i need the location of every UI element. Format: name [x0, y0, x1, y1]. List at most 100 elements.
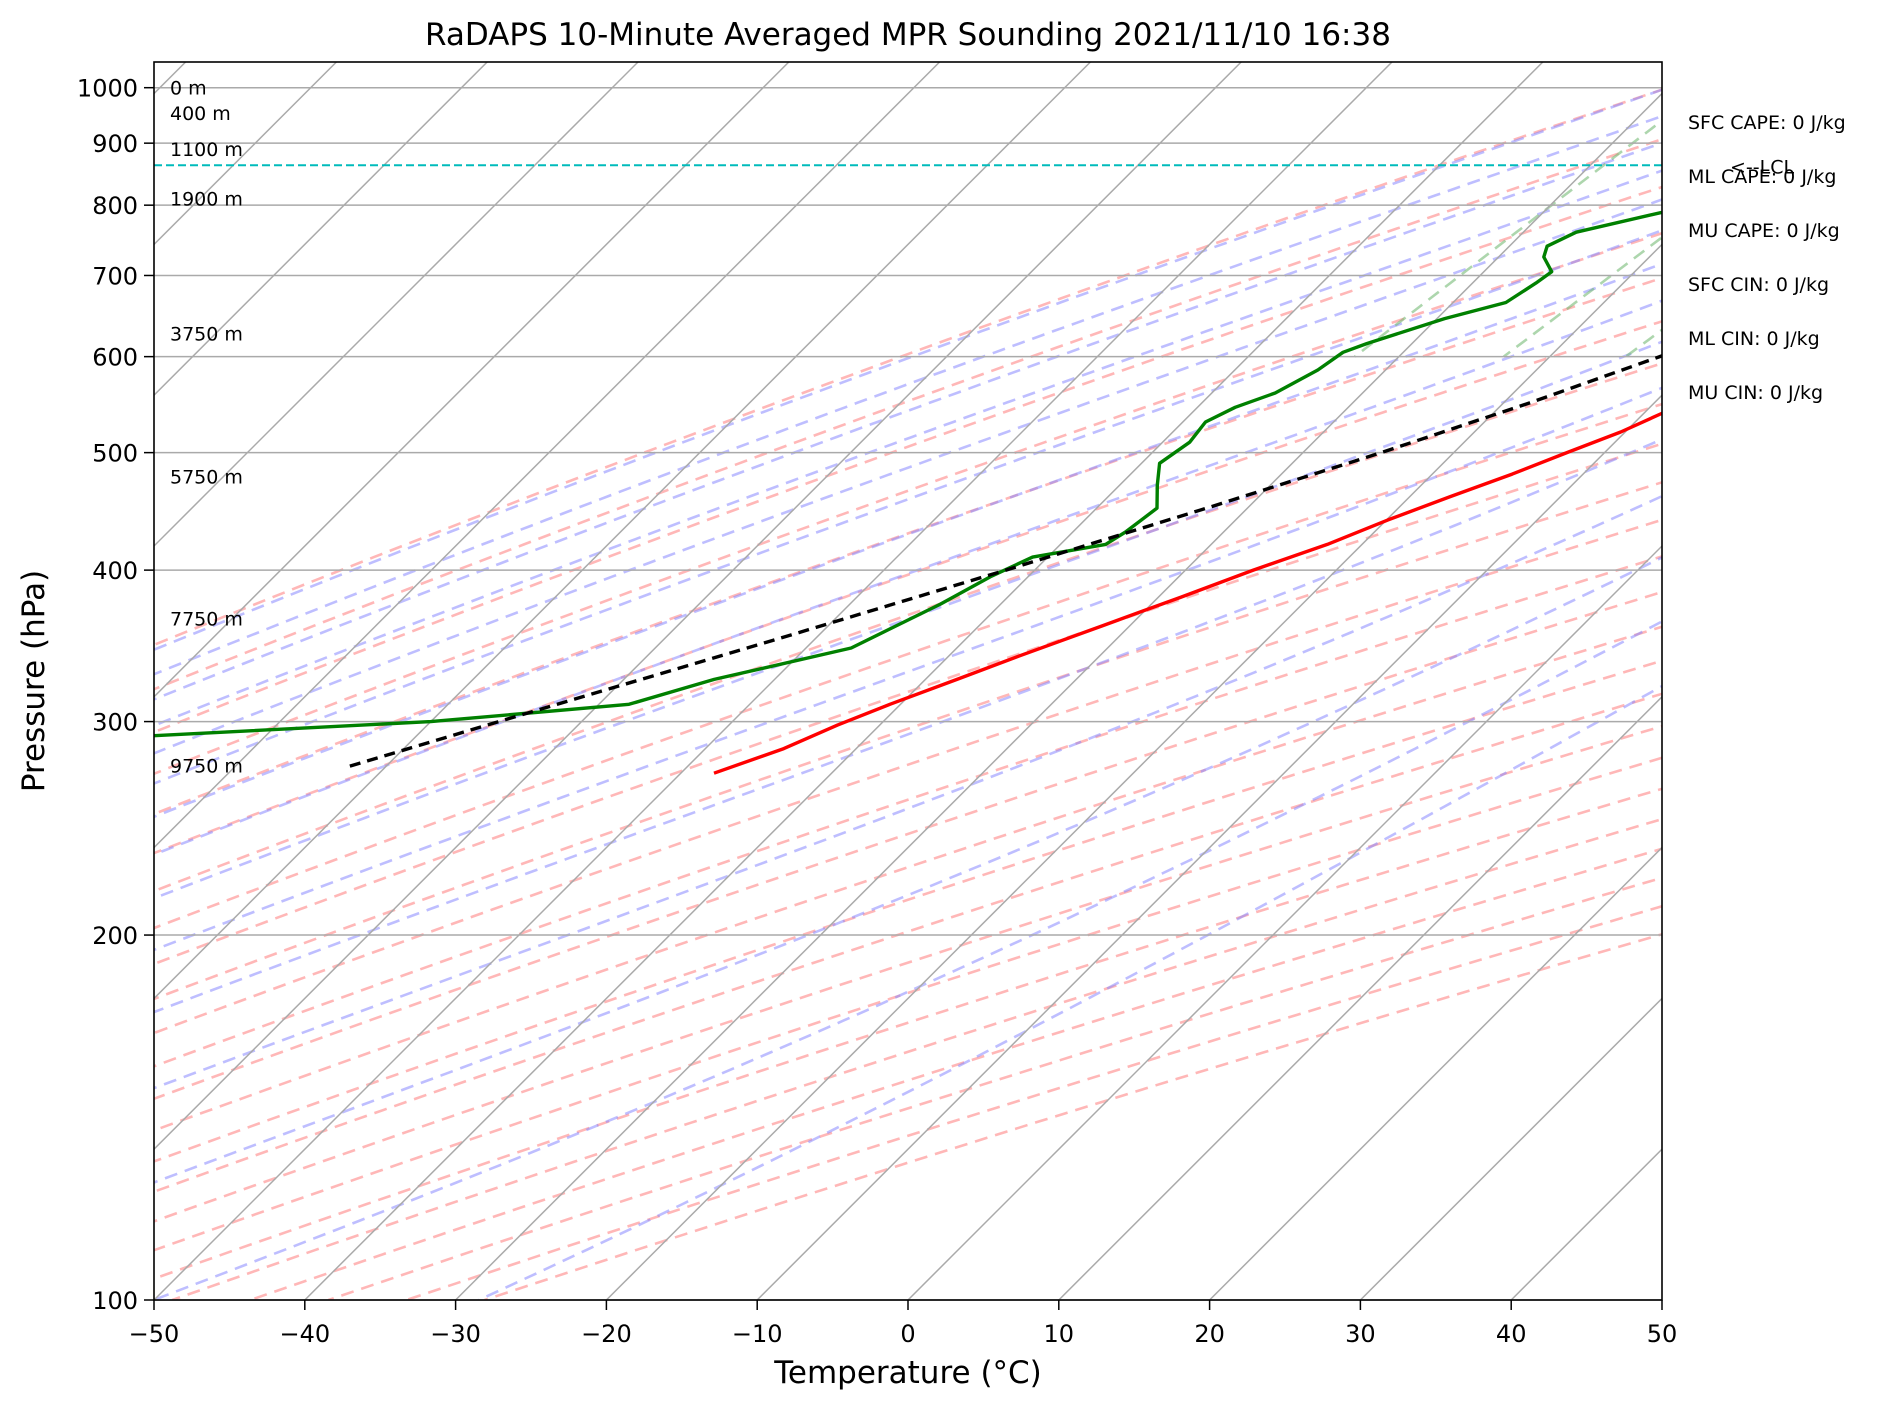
- chart-title: RaDAPS 10-Minute Averaged MPR Sounding 2…: [425, 17, 1391, 53]
- height-label: 3750 m: [170, 323, 243, 345]
- dry-adiabat: [154, 137, 1662, 691]
- isotherm: [154, 62, 941, 849]
- isotherm: [1510, 1148, 1662, 1300]
- stability-annotation: ML CIN: 0 J/kg: [1688, 328, 1820, 350]
- isotherm: [154, 62, 488, 397]
- isotherm: [605, 243, 1662, 1300]
- dewpoint-profile: [154, 210, 1662, 738]
- y-axis-label: Pressure (hPa): [16, 570, 52, 792]
- y-tick-label: 400: [92, 557, 138, 585]
- isotherm: [154, 62, 1242, 1151]
- x-axis-label: Temperature (°C): [773, 1355, 1042, 1391]
- stability-annotation: SFC CAPE: 0 J/kg: [1688, 112, 1846, 134]
- x-tick-label: 50: [1647, 1320, 1678, 1348]
- x-tick-label: 20: [1194, 1320, 1225, 1348]
- height-label: 9750 m: [170, 755, 243, 777]
- stability-annotation: MU CIN: 0 J/kg: [1688, 382, 1823, 404]
- moist-adiabat: [154, 556, 1662, 1184]
- moist-adiabat: [154, 141, 1662, 701]
- isotherm: [1058, 695, 1662, 1300]
- moist-adiabat: [154, 437, 1662, 1014]
- height-label: 400 m: [170, 103, 231, 125]
- height-label: 5750 m: [170, 466, 243, 488]
- temperature-profile: [713, 411, 1662, 775]
- moist-adiabat: [154, 299, 1662, 856]
- isotherm: [907, 544, 1662, 1300]
- stability-annotation: MU CAPE: 0 J/kg: [1688, 220, 1840, 242]
- profiles: [154, 164, 1662, 775]
- reference-lines: [154, 62, 1882, 1300]
- y-tick-label: 700: [92, 262, 138, 290]
- isotherm: [154, 62, 639, 548]
- y-tick-label: 800: [92, 192, 138, 220]
- height-label: 1100 m: [170, 139, 243, 161]
- dry-adiabat: [154, 276, 1662, 816]
- dry-adiabat: [154, 590, 1662, 1101]
- isotherm: [1661, 1298, 1662, 1300]
- isotherm: [1359, 997, 1662, 1300]
- isotherm: [455, 92, 1662, 1300]
- stability-annotations: SFC CAPE: 0 J/kg ML CAPE: 0 J/kg MU CAPE: …: [1688, 112, 1846, 404]
- mixing-ratio-line: [1354, 119, 1662, 358]
- mixing-ratio-line: [1502, 235, 1662, 358]
- dry-adiabat: [154, 480, 1662, 1001]
- isotherm: [154, 62, 1091, 1000]
- height-label: 1900 m: [170, 189, 243, 211]
- y-tick-label: 500: [92, 440, 138, 468]
- x-tick-label: −50: [129, 1320, 180, 1348]
- isotherm: [1209, 846, 1662, 1300]
- x-tick-label: −40: [279, 1320, 330, 1348]
- x-axis-ticks: −50 −40 −30 −20 −10 0 10 20 30 40 50: [129, 1300, 1678, 1348]
- x-tick-label: 10: [1044, 1320, 1075, 1348]
- isotherm: [304, 62, 1544, 1300]
- moist-adiabat: [478, 684, 1662, 1300]
- lcl-label: <--LCL: [1730, 156, 1794, 178]
- x-tick-label: 0: [900, 1320, 915, 1348]
- y-tick-label: 300: [92, 709, 138, 737]
- isotherm: [1813, 62, 1882, 1300]
- dry-adiabat: [154, 319, 1662, 855]
- y-axis-ticks: 1000 900 800 700 600 500 400 300 200 100: [77, 75, 154, 1315]
- height-label: 0 m: [170, 78, 207, 100]
- dry-adiabat: [154, 659, 1662, 1163]
- y-tick-label: 1000: [77, 75, 138, 103]
- x-tick-label: −20: [581, 1320, 632, 1348]
- dry-adiabat: [154, 361, 1662, 893]
- y-tick-label: 200: [92, 922, 138, 950]
- plot-frame: [153, 61, 1663, 1301]
- moist-adiabat: [154, 114, 1662, 676]
- mixing-ratio-line: [1625, 328, 1662, 358]
- dry-adiabat: [154, 787, 1662, 1281]
- dry-adiabat: [484, 932, 1662, 1300]
- x-tick-label: −30: [430, 1320, 481, 1348]
- isotherm: [756, 394, 1662, 1300]
- mixing-ratio-line: [1870, 62, 1882, 357]
- y-tick-label: 100: [92, 1287, 138, 1315]
- y-tick-label: 600: [92, 344, 138, 372]
- y-tick-label: 900: [92, 130, 138, 158]
- dry-adiabat: [327, 876, 1662, 1300]
- dry-adiabat: [154, 756, 1662, 1252]
- grid: [154, 86, 1662, 1301]
- moist-adiabat: [154, 619, 1662, 1300]
- moist-adiabat: [154, 169, 1662, 727]
- dry-adiabat: [171, 817, 1662, 1300]
- isotherm: [154, 62, 1393, 1300]
- moist-adiabat: [154, 88, 1662, 652]
- stability-annotation: SFC CIN: 0 J/kg: [1688, 274, 1829, 296]
- dry-adiabat: [154, 692, 1662, 1194]
- x-tick-label: −10: [732, 1320, 783, 1348]
- parcel-profile: [345, 353, 1662, 770]
- mixing-ratio-line: [1757, 62, 1882, 357]
- stability-annotation: ML CAPE: 0 J/kg: [1688, 166, 1836, 188]
- moist-adiabat: [154, 340, 1662, 900]
- dry-adiabat: [154, 185, 1662, 734]
- x-tick-label: 30: [1345, 1320, 1376, 1348]
- height-label: 7750 m: [170, 608, 243, 630]
- height-labels: 0 m 400 m 1100 m 1900 m 3750 m 5750 m 7750 m 97…: [170, 78, 243, 778]
- isotherm: [154, 62, 790, 698]
- dry-adiabat: [154, 555, 1662, 1068]
- x-tick-label: 40: [1496, 1320, 1527, 1348]
- dry-adiabat: [154, 442, 1662, 966]
